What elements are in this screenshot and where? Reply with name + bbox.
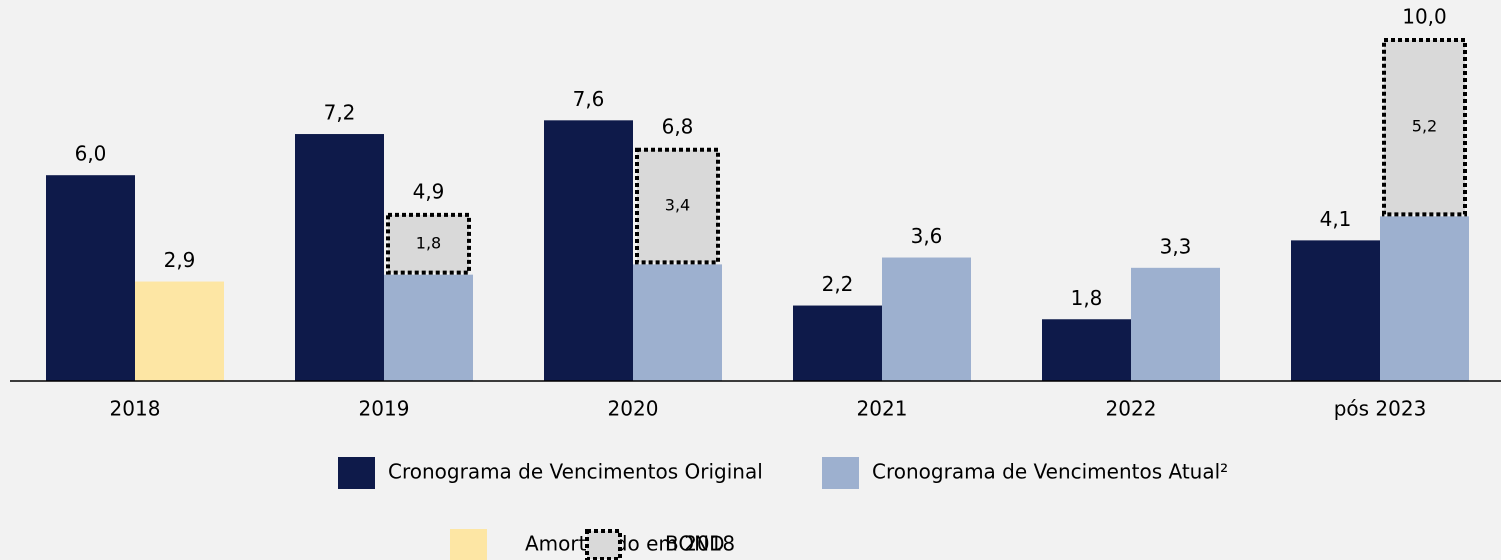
bar: [1042, 319, 1131, 381]
x-tick-label: 2021: [857, 397, 908, 421]
legend-label: Amortizado em 2018: [525, 532, 735, 556]
bar: [633, 264, 722, 381]
segment-label: 1,8: [416, 233, 441, 252]
bar: [882, 257, 971, 381]
segment-label: 5,2: [1412, 117, 1437, 136]
bar: [544, 120, 633, 381]
total-label: 6,8: [662, 114, 694, 138]
bar: [135, 281, 224, 381]
legend-swatch: [338, 457, 375, 489]
bond-segment: [386, 212, 471, 275]
value-label: 6,0: [75, 142, 107, 166]
value-label: 2,9: [164, 248, 196, 272]
bar: [384, 274, 473, 381]
bar: [1131, 267, 1220, 381]
total-label: 3,3: [1160, 234, 1192, 258]
legend-label: BOND: [665, 532, 724, 556]
legend-swatch: [585, 529, 622, 560]
total-label: 4,9: [413, 179, 445, 203]
x-tick-label: 2020: [608, 397, 659, 421]
legend-label: Cronograma de Vencimentos Atual²: [872, 460, 1228, 484]
total-label: 3,6: [911, 224, 943, 248]
value-label: 4,1: [1320, 207, 1352, 231]
value-label: 2,2: [822, 272, 854, 296]
bar: [1380, 216, 1469, 381]
value-label: 7,2: [324, 101, 356, 125]
value-label: 7,6: [573, 87, 605, 111]
bond-segment: [635, 147, 720, 265]
x-tick-label: 2018: [110, 397, 161, 421]
bar: [1291, 240, 1380, 381]
x-tick-label: 2019: [359, 397, 410, 421]
legend-swatch: [450, 529, 487, 560]
bond-segment: [1382, 38, 1467, 217]
bar: [295, 134, 384, 381]
x-tick-label: pós 2023: [1334, 397, 1427, 421]
value-label: 1,8: [1071, 286, 1103, 310]
legend-swatch: [822, 457, 859, 489]
x-tick-label: 2022: [1106, 397, 1157, 421]
legend-label: Cronograma de Vencimentos Original: [388, 460, 763, 484]
segment-label: 3,4: [665, 196, 690, 215]
bar: [46, 175, 135, 381]
bar: [793, 305, 882, 381]
total-label: 10,0: [1402, 5, 1447, 29]
